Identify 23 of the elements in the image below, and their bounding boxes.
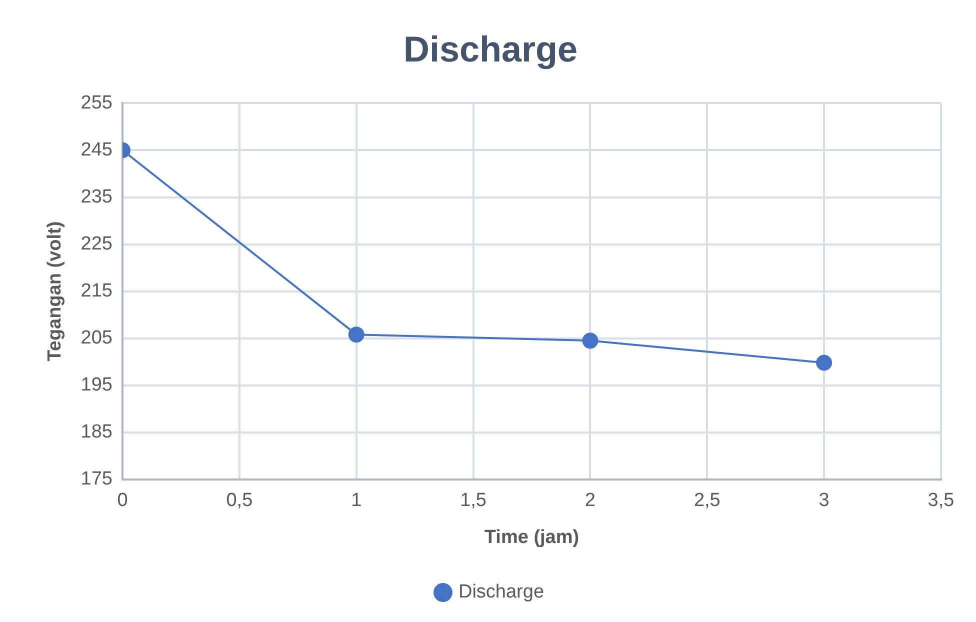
y-tick-label: 175	[80, 468, 112, 490]
x-tick-label: 2	[584, 490, 596, 512]
y-tick-label: 205	[80, 328, 112, 349]
y-tick-label: 195	[80, 374, 112, 396]
x-tick-label: 2,5	[694, 490, 720, 512]
y-tick-label: 235	[80, 186, 112, 208]
x-tick-label: 1,5	[460, 490, 486, 512]
y-tick-label: 185	[80, 422, 112, 443]
x-axis-title: Time (jam)	[484, 526, 580, 548]
y-tick-label: 225	[80, 234, 112, 255]
x-tick-label: 0,5	[226, 490, 253, 512]
y-tick-label: 245	[80, 139, 112, 160]
x-tick-label: 3	[818, 490, 830, 512]
x-tick-label: 3,5	[928, 490, 954, 512]
x-tick-label: 1	[351, 490, 362, 512]
point	[582, 332, 598, 349]
point	[816, 354, 832, 371]
legend-label: Discharge	[458, 582, 544, 603]
y-axis-title: Tegangan (volt)	[44, 221, 66, 362]
y-tick-label: 255	[80, 92, 112, 114]
x-tick-label: 0	[117, 490, 128, 512]
chart-title: Discharge	[403, 28, 578, 70]
y-tick-label: 215	[80, 280, 112, 302]
